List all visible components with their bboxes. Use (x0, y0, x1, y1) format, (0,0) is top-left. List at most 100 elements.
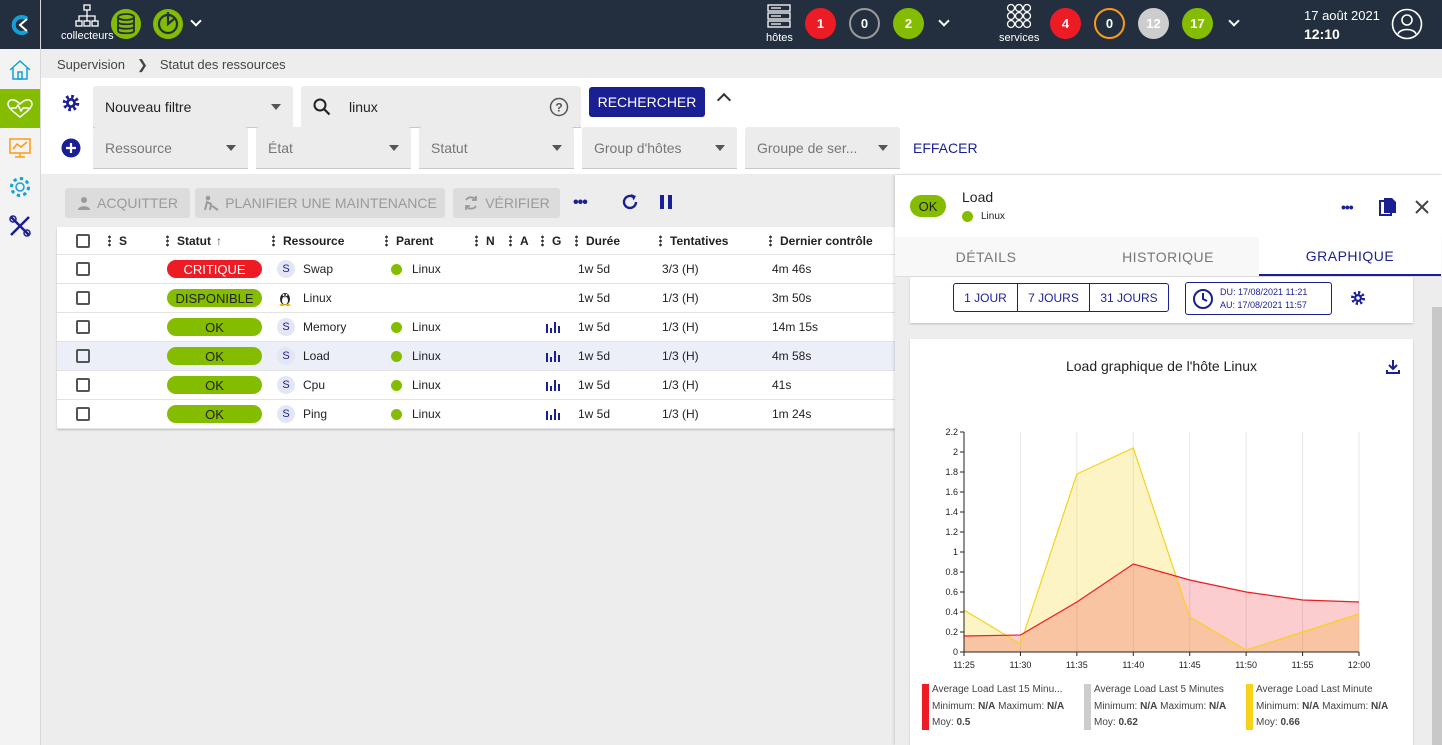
services-chevron-down-icon[interactable] (1228, 15, 1240, 27)
search-help-icon[interactable]: ? (549, 97, 569, 117)
monitoring-icon[interactable] (0, 89, 40, 128)
search-button[interactable]: RECHERCHER (589, 87, 705, 117)
parent-cell[interactable]: Linux (391, 313, 441, 341)
column-last-check[interactable]: Dernier contrôle (769, 227, 873, 254)
hosts-icon[interactable] (767, 4, 791, 33)
services-icon[interactable] (1006, 3, 1032, 32)
legend-item[interactable]: Average Load Last Minute Minimum: N/A Max… (1246, 682, 1404, 732)
close-panel-icon[interactable] (1414, 199, 1430, 218)
state-select[interactable]: État (256, 127, 411, 169)
service-group-select[interactable]: Groupe de ser... (745, 127, 900, 169)
graph-bar-chart-icon[interactable] (546, 371, 560, 399)
panel-host[interactable]: Linux (962, 211, 1005, 222)
row-checkbox[interactable] (76, 400, 90, 428)
column-menu-icon[interactable] (108, 234, 111, 247)
column-s[interactable]: S (108, 227, 127, 254)
graph-settings-gear-icon[interactable] (1350, 290, 1366, 309)
home-icon[interactable] (0, 50, 40, 89)
host-group-select[interactable]: Group d'hôtes (582, 127, 737, 169)
row-checkbox[interactable] (76, 342, 90, 370)
add-filter-plus-icon[interactable] (61, 138, 81, 161)
resource-type-select[interactable]: Ressource (93, 127, 248, 169)
pollers-chevron-down-icon[interactable] (190, 15, 202, 27)
parent-cell[interactable]: Linux (391, 342, 441, 370)
row-checkbox[interactable] (76, 313, 90, 341)
period-7-days-button[interactable]: 7 JOURS (1017, 283, 1090, 312)
resource-cell[interactable]: S Ping (277, 400, 327, 428)
user-avatar-icon[interactable] (1391, 8, 1423, 43)
graph-bar-chart-icon[interactable] (546, 313, 560, 341)
legend-item[interactable]: Average Load Last 15 Minu... Minimum: N/A… (922, 682, 1080, 732)
pause-icon[interactable] (658, 194, 674, 213)
copy-link-icon[interactable] (1379, 197, 1397, 220)
app-logo[interactable] (0, 0, 40, 49)
status-select[interactable]: Statut (419, 127, 574, 169)
breadcrumb-supervision[interactable]: Supervision (57, 57, 125, 72)
graph-bar-chart-icon[interactable] (546, 342, 560, 370)
column-a[interactable]: A (509, 227, 529, 254)
column-menu-icon[interactable] (385, 234, 388, 247)
acknowledge-button[interactable]: ACQUITTER (65, 188, 190, 218)
database-icon[interactable] (110, 8, 142, 43)
services-warning-count[interactable]: 0 (1094, 8, 1125, 39)
graph-bar-chart-icon[interactable] (546, 400, 560, 428)
column-status[interactable]: Statut ↑ (166, 227, 222, 254)
hosts-chevron-down-icon[interactable] (938, 15, 950, 27)
table-row[interactable]: OK S Ping Linux 1w 5d 1/3 (H) 1m 24s (57, 400, 895, 429)
resource-cell[interactable]: Linux (277, 284, 332, 312)
table-row[interactable]: DISPONIBLE Linux 1w 5d 1/3 (H) 3m 50s (57, 284, 895, 313)
filter-settings-gear-icon[interactable] (61, 93, 81, 116)
breadcrumb-resources-status[interactable]: Statut des ressources (159, 57, 286, 72)
resource-cell[interactable]: S Swap (277, 255, 333, 283)
table-row[interactable]: OK S Memory Linux 1w 5d 1/3 (H) 14m 15s (57, 313, 895, 342)
collapse-filters-chevron-up-icon[interactable] (716, 92, 732, 108)
period-1-day-button[interactable]: 1 JOUR (953, 283, 1018, 312)
column-menu-icon[interactable] (475, 234, 478, 247)
services-ok-count[interactable]: 17 (1182, 8, 1213, 39)
period-31-days-button[interactable]: 31 JOURS (1089, 283, 1169, 312)
table-row[interactable]: OK S Cpu Linux 1w 5d 1/3 (H) 41s (57, 371, 895, 400)
panel-more-icon[interactable]: ••• (1341, 199, 1354, 215)
resource-cell[interactable]: S Load (277, 342, 330, 370)
filter-select[interactable]: Nouveau filtre (93, 86, 293, 128)
column-menu-icon[interactable] (272, 234, 275, 247)
search-field[interactable]: linux ? (301, 86, 581, 128)
schedule-downtime-button[interactable]: PLANIFIER UNE MAINTENANCE (195, 188, 445, 218)
hosts-up-count[interactable]: 2 (893, 8, 924, 39)
column-menu-icon[interactable] (166, 234, 169, 247)
clear-filters-button[interactable]: EFFACER (913, 140, 978, 156)
row-checkbox[interactable] (76, 371, 90, 399)
custom-period-picker[interactable]: DU: 17/08/2021 11:21 AU: 17/08/2021 11:5… (1185, 282, 1332, 315)
services-critical-count[interactable]: 4 (1050, 8, 1081, 39)
column-menu-icon[interactable] (541, 234, 544, 247)
hosts-down-count[interactable]: 1 (805, 8, 836, 39)
configuration-gear-icon[interactable] (0, 167, 40, 206)
table-row[interactable]: OK S Load Linux 1w 5d 1/3 (H) 4m 58s (57, 342, 895, 371)
more-actions-icon[interactable]: ••• (573, 194, 588, 211)
panel-scrollbar[interactable] (1432, 307, 1442, 745)
row-checkbox[interactable] (76, 284, 90, 312)
parent-cell[interactable]: Linux (391, 371, 441, 399)
refresh-icon[interactable] (620, 192, 640, 215)
column-duration[interactable]: Durée (575, 227, 620, 254)
column-menu-icon[interactable] (659, 234, 662, 247)
resource-cell[interactable]: S Memory (277, 313, 346, 341)
column-tries[interactable]: Tentatives (659, 227, 728, 254)
parent-cell[interactable]: Linux (391, 400, 441, 428)
column-g[interactable]: G (541, 227, 561, 254)
resource-cell[interactable]: S Cpu (277, 371, 325, 399)
column-menu-icon[interactable] (769, 234, 772, 247)
parent-cell[interactable]: Linux (391, 255, 441, 283)
column-menu-icon[interactable] (575, 234, 578, 247)
administration-tools-icon[interactable] (0, 206, 40, 245)
export-download-icon[interactable] (1385, 359, 1401, 378)
column-n[interactable]: N (475, 227, 495, 254)
broker-status-icon[interactable] (152, 8, 184, 43)
row-checkbox[interactable] (76, 255, 90, 283)
services-unknown-count[interactable]: 12 (1138, 8, 1169, 39)
select-all-checkbox[interactable] (76, 227, 90, 254)
panel-resource-title[interactable]: Load (962, 189, 994, 205)
check-button[interactable]: VÉRIFIER (453, 188, 560, 218)
pollers-icon[interactable] (75, 4, 99, 31)
legend-item[interactable]: Average Load Last 5 Minutes Minimum: N/A … (1084, 682, 1242, 732)
